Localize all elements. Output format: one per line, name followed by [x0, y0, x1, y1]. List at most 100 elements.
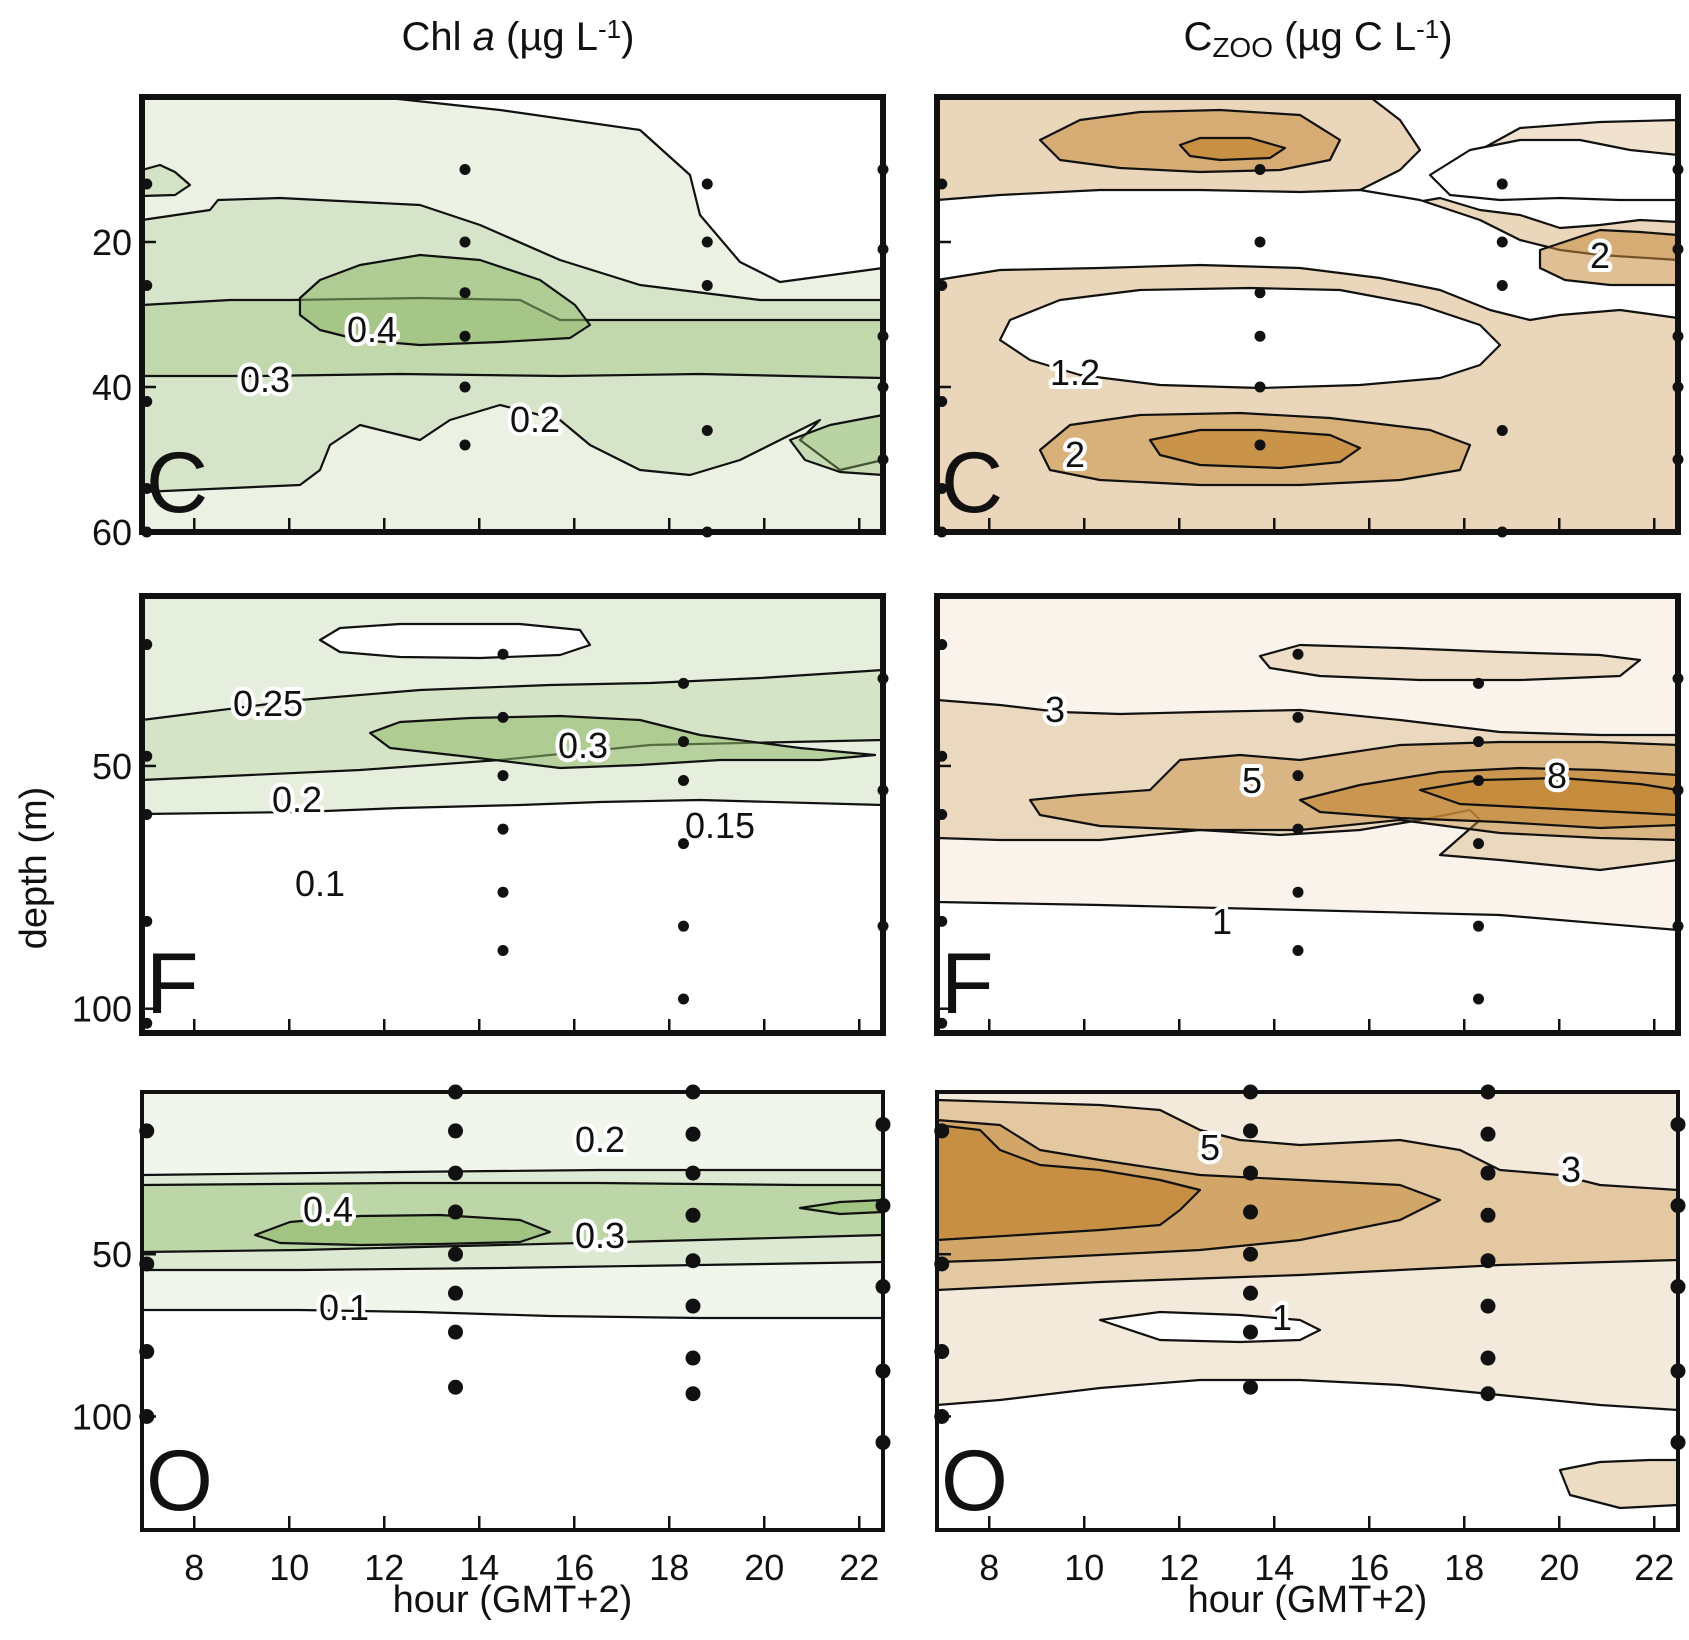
sample-point	[141, 809, 153, 820]
sample-point	[1672, 381, 1684, 393]
sample-point	[678, 736, 689, 748]
contour-label: 5	[1200, 1127, 1220, 1168]
sample-point	[141, 1017, 153, 1029]
column-title-zoo: CZOO (µg C L-1)	[1183, 14, 1452, 63]
sample-point	[497, 711, 509, 723]
panel-letter: C	[146, 435, 208, 531]
contour-label: 2	[1065, 434, 1085, 475]
sample-point	[936, 178, 948, 190]
sample-point	[877, 784, 889, 796]
x-tick-label: 14	[1254, 1547, 1294, 1588]
sample-point	[877, 381, 889, 393]
contour-region	[1258, 643, 1642, 682]
sample-point	[875, 1434, 891, 1450]
sample-point	[141, 639, 153, 651]
sample-point	[1672, 673, 1684, 685]
sample-point	[1480, 1350, 1496, 1366]
sample-point	[875, 1116, 891, 1132]
contour-region	[1178, 136, 1287, 162]
contour-label: 0.15	[685, 805, 755, 846]
y-tick-label: 20	[92, 222, 132, 263]
y-tick-label: 100	[72, 1396, 132, 1437]
sample-point	[877, 330, 889, 342]
contour-label: 3	[1561, 1149, 1581, 1190]
contour-region	[1558, 1458, 1680, 1510]
contour-label: 0.25	[233, 683, 303, 724]
contour-region	[318, 622, 592, 660]
sample-point	[685, 1298, 701, 1314]
sample-point	[1243, 1379, 1258, 1395]
sample-point	[701, 236, 713, 248]
sample-point	[141, 396, 153, 407]
sample-point	[936, 483, 948, 494]
sample-point	[141, 178, 153, 190]
sample-point	[459, 381, 471, 393]
sample-point	[1480, 1207, 1496, 1223]
sample-point	[1480, 1253, 1496, 1269]
y-tick-label: 40	[92, 367, 132, 408]
sample-point	[1473, 838, 1484, 850]
sample-point	[141, 526, 153, 538]
x-axis-title: hour (GMT+2)	[1188, 1579, 1428, 1621]
sample-point	[1473, 736, 1484, 748]
sample-point	[936, 1017, 948, 1029]
sample-point	[141, 915, 153, 927]
sample-point	[936, 809, 948, 820]
sample-point	[877, 164, 889, 175]
sample-point	[1292, 648, 1304, 660]
sample-point	[678, 677, 689, 689]
x-tick-label: 8	[184, 1547, 204, 1588]
contour-region	[998, 286, 1502, 390]
sample-point	[1480, 1386, 1496, 1402]
x-axis-title: hour (GMT+2)	[393, 1579, 633, 1621]
sample-point	[1473, 920, 1484, 932]
y-axis-title: depth (m)	[13, 787, 55, 950]
sample-point	[877, 673, 889, 685]
contour-label: 0.4	[347, 309, 397, 350]
contour-label: 1	[1212, 901, 1232, 942]
sample-point	[1670, 1434, 1686, 1450]
sample-point	[685, 1207, 701, 1223]
x-tick-label: 18	[649, 1547, 689, 1588]
sample-point	[497, 770, 509, 782]
sample-point	[448, 1165, 463, 1181]
column-title-chl: Chl a (µg L-1)	[402, 14, 635, 59]
panel-letter: F	[941, 936, 994, 1032]
contour-label: 0.1	[295, 863, 345, 904]
contour-region	[935, 1123, 1202, 1242]
contour-label: 1	[1272, 1297, 1292, 1338]
sample-point	[701, 425, 713, 436]
y-tick-label: 50	[92, 1234, 132, 1275]
contour-region	[298, 253, 592, 347]
sample-point	[678, 993, 689, 1005]
contour-region	[1098, 1310, 1322, 1344]
sample-point	[934, 1408, 950, 1424]
sample-point	[685, 1084, 701, 1100]
sample-point	[685, 1386, 701, 1402]
sample-point	[701, 280, 713, 291]
contour-region	[253, 1213, 552, 1247]
sample-point	[877, 243, 889, 255]
sample-point	[448, 1204, 463, 1220]
sample-point	[685, 1253, 701, 1269]
panel-frame	[934, 94, 1681, 535]
sample-point	[497, 886, 509, 898]
contour-label: 0.3	[240, 359, 290, 400]
y-tick-label: 60	[92, 512, 132, 553]
sample-point	[1480, 1084, 1496, 1100]
sample-point	[678, 775, 689, 787]
panel-frame	[139, 94, 886, 535]
sample-point	[701, 178, 713, 190]
sample-point	[1670, 1116, 1686, 1132]
contour-label: 3	[1045, 689, 1065, 730]
sample-point	[1496, 236, 1508, 248]
y-tick-label: 100	[72, 989, 132, 1030]
sample-point	[685, 1165, 701, 1181]
sample-point	[875, 1279, 891, 1295]
x-tick-label: 20	[744, 1547, 784, 1588]
sample-point	[1292, 944, 1304, 956]
sample-point	[1672, 784, 1684, 796]
x-tick-label: 16	[1349, 1547, 1389, 1588]
sample-point	[934, 1344, 950, 1360]
